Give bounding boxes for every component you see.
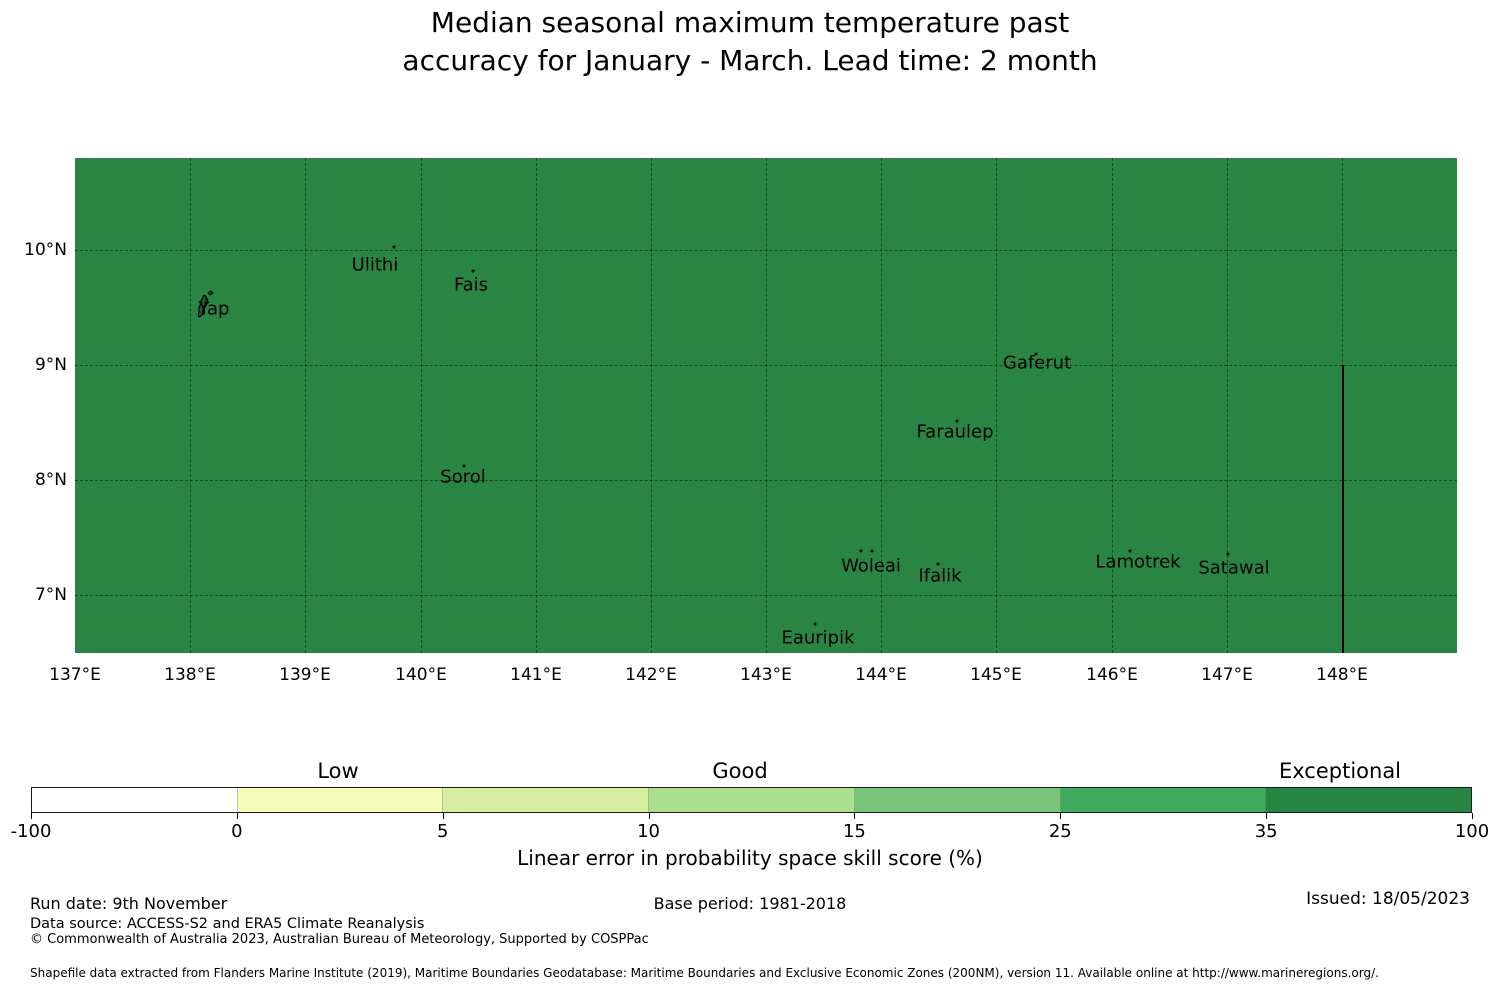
- island-marker-woleai: [870, 549, 874, 553]
- island-label-lamotrek: Lamotrek: [1095, 551, 1181, 573]
- island-label-satawal: Satawal: [1198, 557, 1270, 579]
- meridian-gridline: [1227, 158, 1228, 653]
- parallel-gridline: [75, 595, 1457, 596]
- x-axis-tick-label: 140°E: [395, 665, 447, 685]
- parallel-gridline: [75, 480, 1457, 481]
- eez-boundary-line: [1342, 365, 1344, 653]
- map-panel: Yap Ulithi Fais Gaferut Faraulep Sorol Woleai I…: [75, 158, 1457, 653]
- meridian-gridline: [536, 158, 537, 653]
- colorbar-tickmark: [236, 813, 238, 819]
- island-marker-satawal: [1226, 552, 1230, 556]
- x-axis-tick-label: 143°E: [740, 665, 792, 685]
- island-label-sorol: Sorol: [440, 466, 486, 488]
- colorbar-segment-0to5: [237, 788, 444, 812]
- colorbar-segment-10to15: [649, 788, 855, 812]
- parallel-gridline: [75, 365, 1457, 366]
- meridian-gridline: [766, 158, 767, 653]
- colorbar-axis-label: Linear error in probability space skill …: [517, 846, 983, 870]
- colorbar-category-exceptional: Exceptional: [1278, 759, 1402, 783]
- colorbar-tickmark: [854, 813, 856, 819]
- x-axis-tick-label: 145°E: [970, 665, 1022, 685]
- colorbar-tick-label: -100: [10, 821, 52, 842]
- colorbar-segment-15to25: [854, 788, 1061, 812]
- x-axis-tick-label: 144°E: [855, 665, 907, 685]
- colorbar-tick-label: 5: [436, 821, 449, 842]
- meridian-gridline: [651, 158, 652, 653]
- island-label-faraulep: Faraulep: [916, 421, 994, 443]
- x-axis-tick-label: 139°E: [279, 665, 331, 685]
- y-axis-tick-label: 7°N: [34, 585, 67, 605]
- meridian-gridline: [190, 158, 191, 653]
- meridian-gridline: [305, 158, 306, 653]
- island-label-gaferut: Gaferut: [1002, 352, 1072, 374]
- x-axis-tick-label: 141°E: [510, 665, 562, 685]
- island-label-ifalik: Ifalik: [918, 565, 962, 587]
- run-date-text: Run date: 9th November: [30, 894, 228, 913]
- y-axis-tick-label: 8°N: [34, 470, 67, 490]
- colorbar-segment-5to10: [443, 788, 650, 812]
- island-label-ulithi: Ulithi: [351, 254, 399, 276]
- colorbar-tick-label: 35: [1254, 821, 1278, 842]
- x-axis-tick-label: 147°E: [1201, 665, 1253, 685]
- meridian-gridline: [421, 158, 422, 653]
- colorbar-tickmark: [31, 813, 32, 819]
- shapefile-note-text: Shapefile data extracted from Flanders M…: [30, 966, 1379, 980]
- island-label-fais: Fais: [453, 274, 489, 296]
- island-marker-lamotrek: [1128, 549, 1132, 553]
- x-axis-tick-label: 137°E: [49, 665, 101, 685]
- colorbar-segment-35to100: [1266, 788, 1472, 812]
- figure-title-line1: Median seasonal maximum temperature past: [430, 6, 1070, 39]
- base-period-text: Base period: 1981-2018: [653, 894, 847, 913]
- island-label-yap: Yap: [198, 298, 230, 320]
- y-axis-tick-label: 9°N: [34, 355, 67, 375]
- y-axis-tick-label: 10°N: [24, 240, 67, 260]
- colorbar-tickmark: [648, 813, 650, 819]
- colorbar-category-low: Low: [317, 759, 359, 783]
- colorbar-tick-label: 15: [842, 821, 866, 842]
- colorbar-tickmark: [1266, 813, 1268, 819]
- meridian-gridline: [1112, 158, 1113, 653]
- meridian-gridline: [996, 158, 997, 653]
- issued-date-text: Issued: 18/05/2023: [1306, 889, 1470, 909]
- colorbar-tickmark: [442, 813, 444, 819]
- colorbar-tick-label: 0: [231, 821, 243, 842]
- island-marker-ifalik: [936, 562, 940, 566]
- island-marker-faraulep: [955, 419, 959, 423]
- x-axis-tick-label: 138°E: [164, 665, 216, 685]
- meridian-gridline: [881, 158, 882, 653]
- colorbar-segment--100to0: [32, 788, 238, 812]
- colorbar-tickmark: [1060, 813, 1062, 819]
- island-marker-gaferut: [1034, 352, 1038, 356]
- x-axis-tick-label: 148°E: [1316, 665, 1368, 685]
- copyright-text: © Commonwealth of Australia 2023, Austra…: [30, 932, 649, 947]
- x-axis-tick-label: 146°E: [1086, 665, 1138, 685]
- colorbar-tick-label: 100: [1454, 821, 1490, 842]
- colorbar-tickmark: [1472, 813, 1473, 819]
- yap-island-shape: [197, 290, 214, 318]
- island-marker-sorol: [462, 464, 466, 468]
- colorbar-bar: [31, 787, 1472, 813]
- colorbar-segment-25to35: [1060, 788, 1267, 812]
- island-marker-woleai: [859, 549, 863, 553]
- island-label-woleai: Woleai: [841, 555, 901, 577]
- colorbar-tick-label: 25: [1048, 821, 1072, 842]
- figure-title: Median seasonal maximum temperature past…: [0, 4, 1500, 80]
- data-source-text: Data source: ACCESS-S2 and ERA5 Climate …: [30, 916, 425, 932]
- colorbar-category-good: Good: [712, 759, 768, 783]
- figure-title-line2: accuracy for January - March. Lead time:…: [402, 44, 1098, 77]
- colorbar-tick-label: 10: [637, 821, 661, 842]
- island-marker-eauripik: [813, 622, 817, 626]
- island-marker-fais: [471, 269, 475, 273]
- x-axis-tick-label: 142°E: [625, 665, 677, 685]
- parallel-gridline: [75, 250, 1457, 251]
- island-marker-ulithi: [392, 245, 396, 249]
- island-label-eauripik: Eauripik: [781, 627, 855, 649]
